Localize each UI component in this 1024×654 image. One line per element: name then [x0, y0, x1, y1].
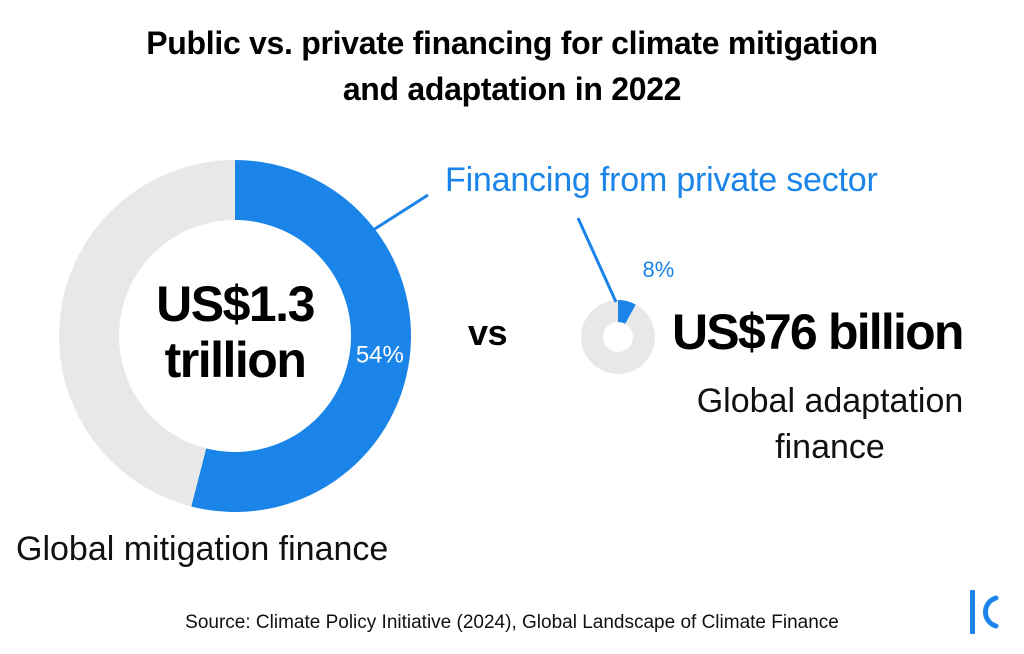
donut-slice-public	[581, 300, 655, 374]
mitigation-donut: 54%	[59, 160, 411, 512]
adaptation-donut: 8%	[581, 257, 674, 374]
donut-slice-private	[618, 300, 636, 324]
mitigation-total-line-2: trillion	[164, 332, 307, 388]
adaptation-name-label: Global adaptation finance	[660, 378, 1000, 470]
mitigation-total-line-1: US$1.3	[156, 276, 315, 332]
callout-leader-line-mitigation	[369, 193, 429, 234]
adaptation-total-label: US$76 billion	[672, 304, 964, 360]
chart-title-line-2: and adaptation in 2022	[342, 71, 682, 107]
vs-label: vs	[468, 312, 508, 353]
donut-slice-private	[191, 160, 411, 512]
source-note: Source: Climate Policy Initiative (2024)…	[185, 612, 839, 633]
chart-title: Public vs. private financing for climate…	[0, 20, 1024, 112]
slice-percent-label: 54%	[356, 341, 404, 368]
mitigation-name-label: Global mitigation finance	[16, 530, 389, 568]
chart-title-line-1: Public vs. private financing for climate…	[146, 25, 878, 61]
slice-percent-label: 8%	[643, 257, 675, 282]
adaptation-name-line-1: Global adaptation	[696, 382, 964, 420]
mitigation-total-label: US$1.3 trillion	[115, 276, 355, 388]
private-sector-callout: Financing from private sector	[445, 161, 878, 199]
adaptation-name-line-2: finance	[775, 428, 885, 466]
donut-slice-public	[59, 160, 235, 507]
callout-leader-line-adaptation	[576, 217, 618, 303]
brand-logo-icon	[970, 590, 999, 634]
